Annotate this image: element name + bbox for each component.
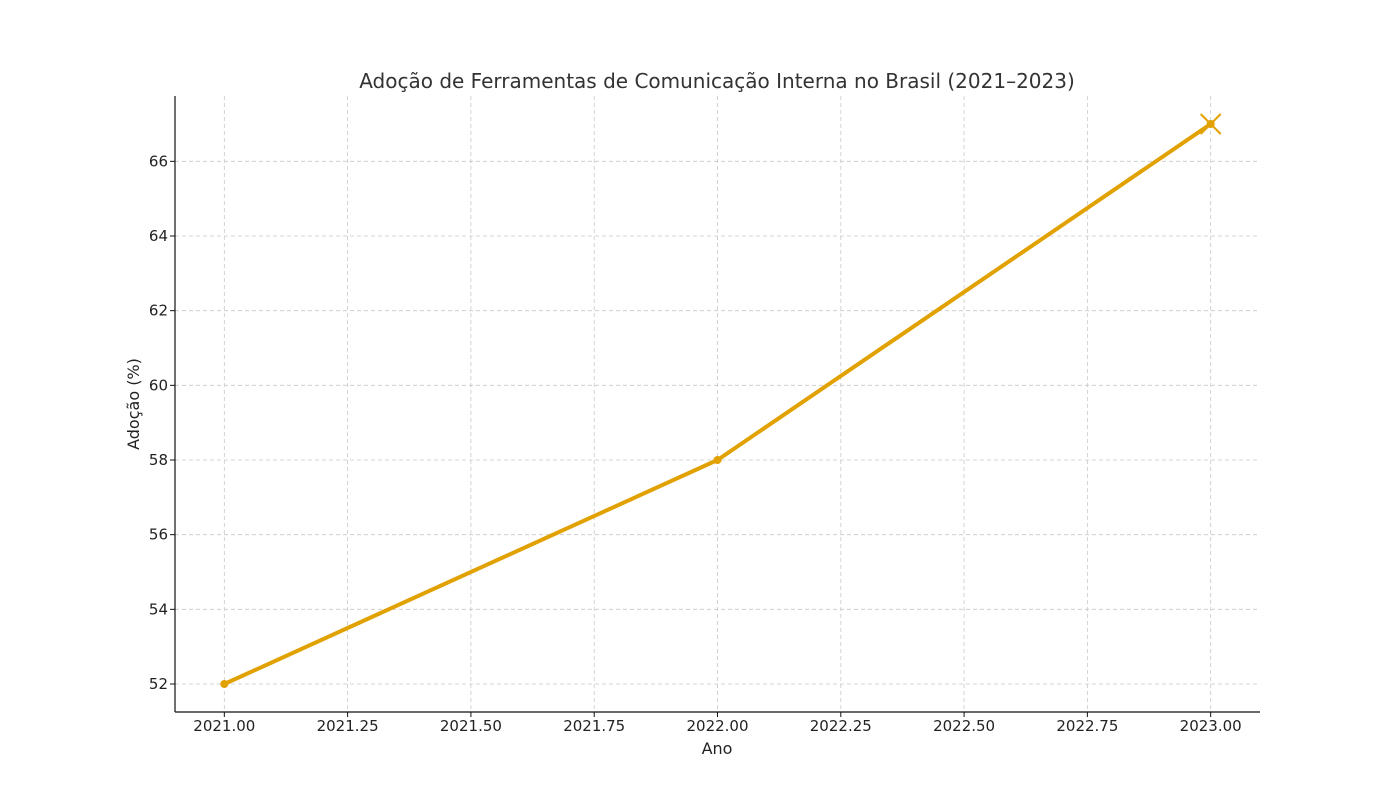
x-axis-label: Ano [702,739,733,758]
x-tick-label: 2022.25 [810,717,872,735]
y-axis-label: Adoção (%) [124,358,143,450]
y-tick-label: 66 [149,152,168,170]
x-tick-label: 2021.25 [317,717,379,735]
ticks: 2021.00 2021.25 2021.50 2021.75 2022.00 2022.… [149,152,1242,735]
y-tick-label: 56 [149,526,168,544]
grid [175,96,1260,712]
x-tick-label: 2021.75 [563,717,625,735]
y-tick-label: 60 [149,376,168,394]
y-tick-label: 54 [149,600,168,618]
data-point [713,456,722,464]
x-tick-label: 2021.00 [193,717,255,735]
highlight-x-marker [1199,113,1222,135]
y-tick-label: 62 [149,302,168,320]
x-tick-label: 2021.50 [440,717,502,735]
y-tick-label: 52 [149,675,168,693]
y-tick-label: 64 [149,227,168,245]
x-tick-label: 2022.75 [1056,717,1118,735]
series [220,113,1222,688]
highlight-x-stroke [1199,113,1222,135]
x-tick-label: 2023.00 [1180,717,1242,735]
x-tick-label: 2022.50 [933,717,995,735]
y-tick-label: 58 [149,451,168,469]
x-tick-label: 2022.00 [686,717,748,735]
data-point [220,680,229,688]
chart-title: Adoção de Ferramentas de Comunicação Int… [359,69,1075,93]
